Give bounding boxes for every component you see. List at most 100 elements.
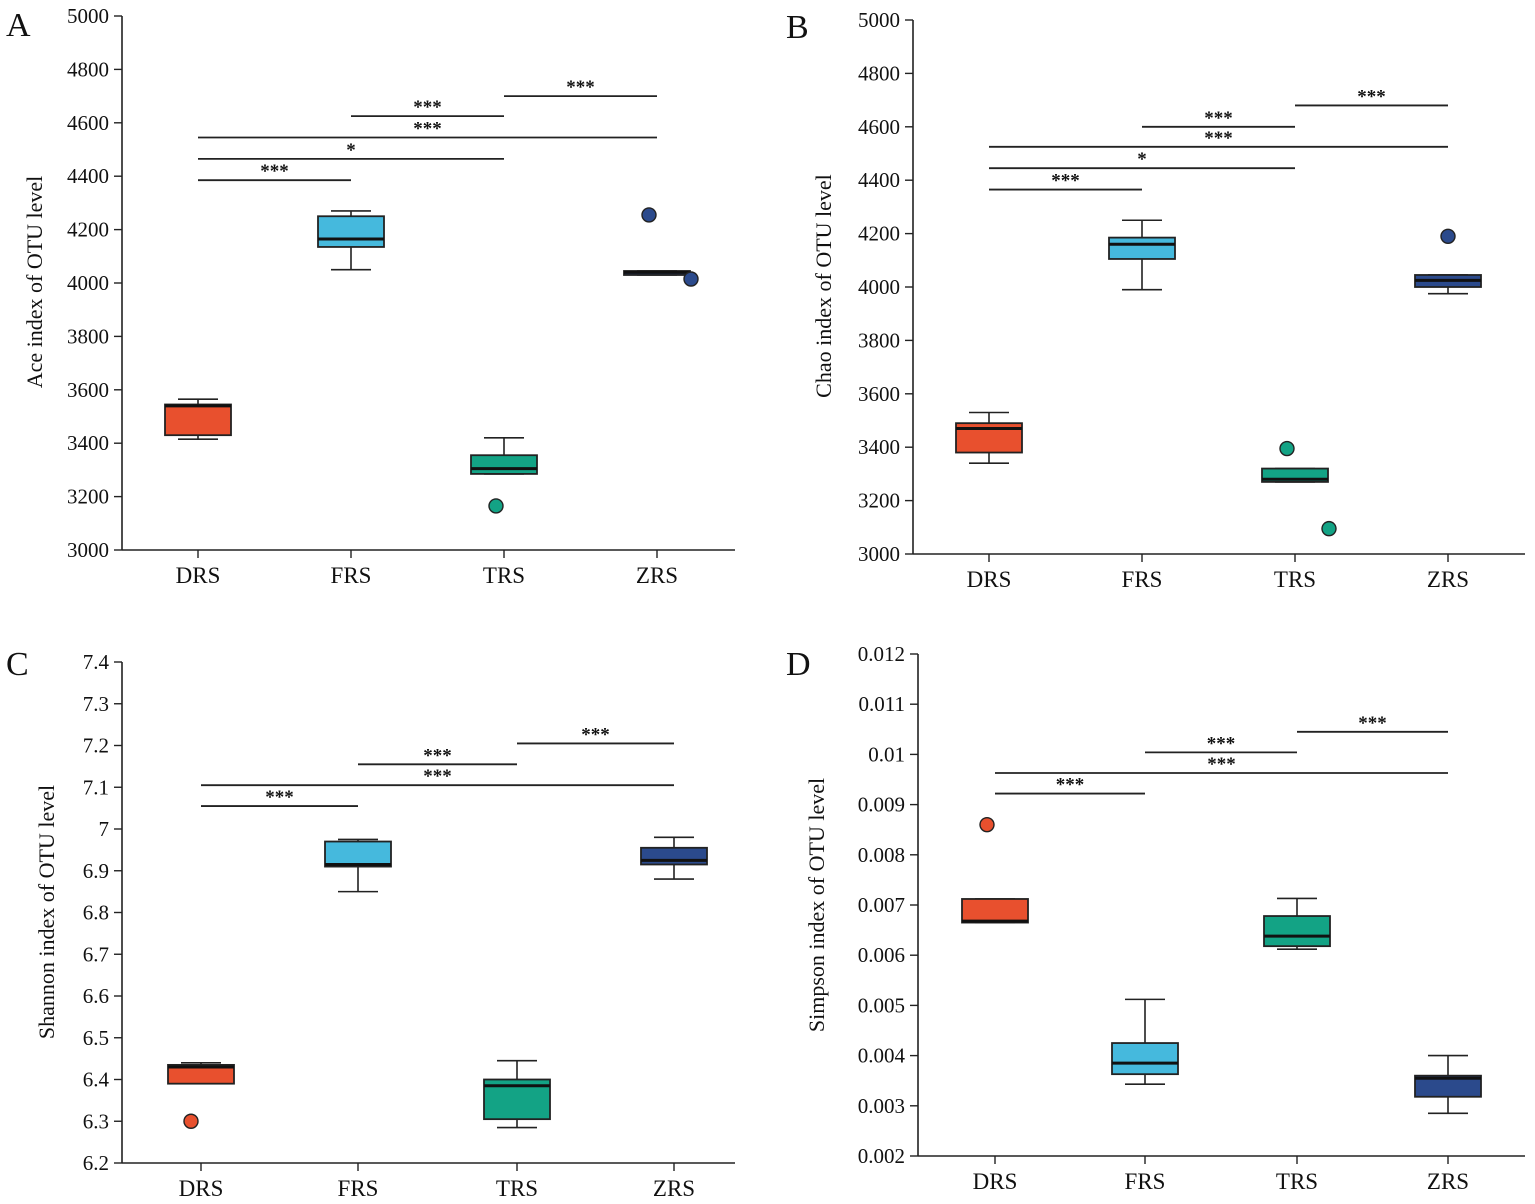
y-tick-label: 0.012 xyxy=(858,642,905,666)
panel-letter: A xyxy=(6,7,31,44)
panel-d: D Simpson index of OTU level 0.002 0.003 0.0… xyxy=(786,642,1525,1194)
y-tick-label: 4600 xyxy=(858,115,900,139)
box-zrs xyxy=(640,836,708,880)
box-body xyxy=(1111,1042,1179,1076)
panel-b: B Chao index of OTU level 3000 3200 3400 3600… xyxy=(786,8,1525,592)
x-tick-label: FRS xyxy=(331,563,372,588)
outlier-point xyxy=(1440,228,1456,244)
y-axis-title: Shannon index of OTU level xyxy=(34,785,59,1039)
box-trs xyxy=(1263,897,1331,950)
x-tick-label: ZRS xyxy=(1427,567,1469,592)
significance-label: *** xyxy=(260,161,289,182)
outlier-point xyxy=(979,816,995,833)
box-body xyxy=(324,840,392,868)
y-tick-label: 6.3 xyxy=(83,1109,109,1133)
box-body xyxy=(164,403,232,437)
y-tick-label: 3800 xyxy=(858,328,900,352)
y-tick-label: 7.1 xyxy=(83,775,109,799)
significance-label: * xyxy=(1137,149,1147,170)
y-tick-label: 6.2 xyxy=(83,1151,109,1175)
y-tick-label: 3600 xyxy=(858,382,900,406)
significance-label: *** xyxy=(265,787,294,808)
y-tick-label: 5000 xyxy=(67,4,109,28)
panel-a: A Ace index of OTU level 3000 3200 3400 3600 3… xyxy=(6,4,735,588)
significance-label: *** xyxy=(413,97,442,118)
box-body xyxy=(1108,236,1176,260)
y-tick-label: 6.7 xyxy=(83,942,109,966)
box-zrs xyxy=(1414,228,1482,295)
significance-label: *** xyxy=(581,724,610,745)
significance-label: * xyxy=(346,140,356,161)
x-tick-label: DRS xyxy=(179,1176,224,1201)
significance-label: *** xyxy=(1056,775,1085,796)
x-tick-label: FRS xyxy=(1125,1169,1166,1194)
y-tick-label: 4800 xyxy=(858,61,900,85)
significance-label: *** xyxy=(1358,713,1387,734)
y-tick-label: 6.6 xyxy=(83,984,109,1008)
y-tick-label: 7.3 xyxy=(83,692,109,716)
box-drs xyxy=(167,1062,235,1129)
box-zrs xyxy=(623,207,699,287)
x-tick-label: ZRS xyxy=(636,563,678,588)
y-tick-label: 4400 xyxy=(858,168,900,192)
y-tick-label: 0.005 xyxy=(858,993,905,1017)
y-tick-label: 6.5 xyxy=(83,1026,109,1050)
y-tick-label: 0.011 xyxy=(859,692,905,716)
box-body xyxy=(1414,1074,1482,1098)
y-tick-label: 4000 xyxy=(858,275,900,299)
y-axis-title: Ace index of OTU level xyxy=(22,176,47,389)
significance-label: *** xyxy=(413,118,442,139)
box-trs xyxy=(470,437,538,514)
box-drs xyxy=(164,398,232,440)
y-tick-label: 3400 xyxy=(858,435,900,459)
y-tick-label: 4600 xyxy=(67,111,109,135)
y-tick-label: 3200 xyxy=(67,485,109,509)
y-tick-label: 6.4 xyxy=(83,1068,110,1092)
y-tick-label: 3000 xyxy=(858,542,900,566)
x-tick-label: TRS xyxy=(496,1176,538,1201)
box-body xyxy=(470,454,538,475)
panel-letter: D xyxy=(786,646,811,683)
box-body xyxy=(1263,915,1331,948)
box-frs xyxy=(324,838,392,893)
box-frs xyxy=(1108,219,1176,291)
box-frs xyxy=(317,210,385,271)
y-tick-label: 0.01 xyxy=(868,742,905,766)
y-tick-label: 4000 xyxy=(67,271,109,295)
x-tick-label: TRS xyxy=(1274,567,1316,592)
significance-label: *** xyxy=(566,77,595,98)
y-tick-label: 7.2 xyxy=(83,734,109,758)
box-body xyxy=(317,215,385,248)
significance-label: *** xyxy=(1207,754,1236,775)
y-tick-label: 7.4 xyxy=(83,650,110,674)
significance-label: *** xyxy=(1051,171,1080,192)
y-tick-label: 0.004 xyxy=(858,1044,906,1068)
y-tick-label: 4200 xyxy=(858,222,900,246)
y-tick-label: 7 xyxy=(99,817,110,841)
y-tick-label: 0.003 xyxy=(858,1094,905,1118)
x-tick-label: ZRS xyxy=(1427,1169,1469,1194)
outlier-point xyxy=(488,498,504,514)
box-drs xyxy=(961,816,1029,924)
significance-label: *** xyxy=(423,745,452,766)
y-tick-label: 3400 xyxy=(67,431,109,455)
box-body xyxy=(640,846,708,866)
outlier-point xyxy=(683,271,699,287)
box-body xyxy=(961,898,1029,924)
y-tick-label: 4400 xyxy=(67,164,109,188)
panel-c: C Shannon index of OTU level 6.2 6.3 6.4 6.5 6… xyxy=(6,646,735,1201)
x-tick-label: FRS xyxy=(338,1176,379,1201)
panel-letter: B xyxy=(786,9,809,46)
y-tick-label: 0.008 xyxy=(858,843,905,867)
x-tick-label: ZRS xyxy=(653,1176,695,1201)
y-tick-label: 5000 xyxy=(858,8,900,32)
y-tick-label: 4800 xyxy=(67,57,109,81)
y-tick-label: 0.006 xyxy=(858,943,905,967)
y-tick-label: 3600 xyxy=(67,378,109,402)
box-frs xyxy=(1111,998,1179,1086)
outlier-point xyxy=(1321,520,1337,537)
x-tick-label: TRS xyxy=(483,563,525,588)
significance-label: *** xyxy=(1204,108,1233,129)
outlier-point xyxy=(641,207,657,223)
